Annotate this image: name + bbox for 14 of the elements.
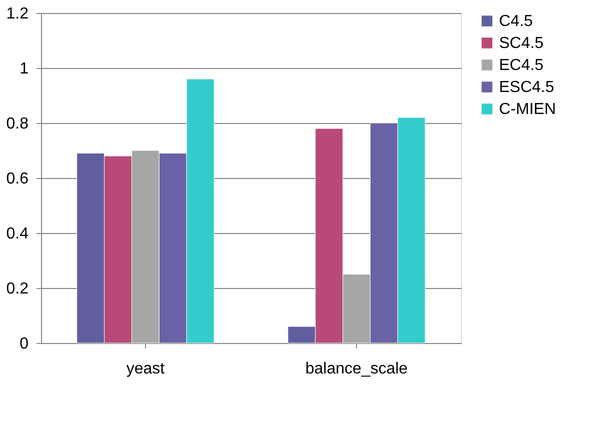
y-tick-label: 0.2 [6, 280, 29, 298]
legend-label: EC4.5 [499, 57, 544, 74]
legend-label: C4.5 [499, 13, 533, 30]
legend-label: C-MIEN [499, 101, 556, 118]
x-tick-label: yeast [126, 360, 166, 378]
y-tick-label: 0.4 [6, 226, 29, 242]
y-tick-label: 1.2 [6, 6, 29, 22]
y-tick-label: 0 [20, 336, 29, 352]
y-tick-label: 1 [20, 60, 29, 78]
x-tick-label: balance_scale [305, 360, 408, 378]
legend-label: ESC4.5 [499, 79, 554, 96]
legend-label: SC4.5 [499, 35, 544, 52]
y-tick-label: 0.8 [6, 116, 29, 132]
y-tick-label: 0.6 [6, 170, 29, 188]
